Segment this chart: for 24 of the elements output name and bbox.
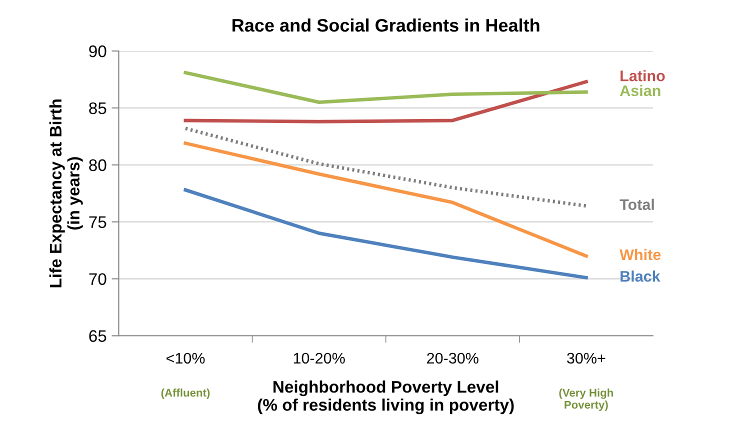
x-tick-label: <10%	[166, 352, 205, 364]
y-tick-label: 85	[89, 102, 106, 114]
y-tick-label: 70	[89, 273, 106, 286]
text: White	[620, 248, 661, 260]
text: Latino	[620, 70, 665, 82]
text: (Very High Poverty)	[559, 388, 613, 411]
text: (Affluent)	[161, 388, 210, 399]
x-tick-label: 10-20%	[294, 352, 345, 364]
text: Black	[620, 270, 660, 282]
x-tick-label: 30%+	[567, 352, 606, 364]
text: Total	[620, 198, 654, 210]
text: Asian	[620, 84, 660, 96]
y-tick-label: 75	[89, 216, 106, 228]
y-tick-label: 65	[89, 330, 106, 342]
chart-title: Race and Social Gradients in Health	[232, 18, 540, 32]
line-series	[184, 142, 588, 258]
y-axis-title: Life Expectancy at Birth (in years)	[49, 99, 83, 288]
y-tick-label: 90	[89, 45, 106, 58]
x-axis-title: Neighborhood Poverty Level (% of residents living in poverty)	[258, 380, 514, 414]
line-series	[184, 126, 588, 208]
line-series	[184, 70, 588, 104]
line-series	[184, 188, 588, 280]
x-tick-label: 20-30%	[427, 352, 478, 364]
y-tick-label: 80	[89, 159, 106, 172]
